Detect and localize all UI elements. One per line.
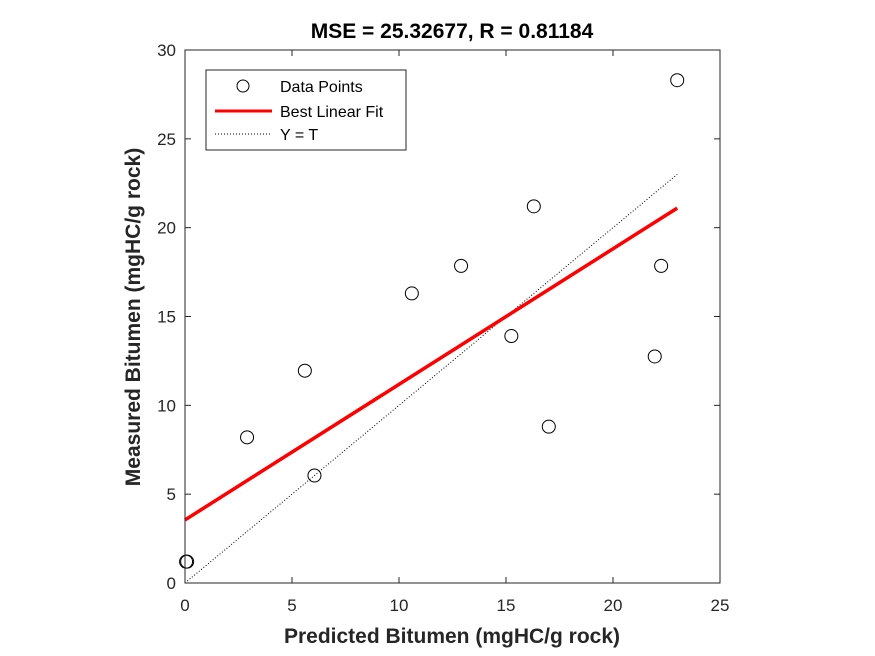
y-axis-label: Measured Bitumen (mgHC/g rock) [122, 148, 145, 486]
x-tick-label: 25 [711, 596, 730, 615]
data-points-group [179, 73, 685, 569]
x-tick-label: 0 [180, 596, 189, 615]
data-point [647, 349, 662, 364]
x-axis-ticks: 0 5 10 15 20 25 [180, 50, 729, 615]
data-point [454, 258, 469, 273]
x-tick-label: 10 [390, 596, 409, 615]
data-point [297, 363, 312, 378]
y-axis-ticks: 0 5 10 15 20 25 30 [157, 41, 720, 593]
y-tick-label: 5 [167, 485, 176, 504]
y-tick-label: 0 [167, 574, 176, 593]
x-tick-label: 20 [604, 596, 623, 615]
legend: Data Points Best Linear Fit Y = T [205, 69, 407, 151]
y-tick-label: 20 [157, 219, 176, 238]
y-tick-label: 10 [157, 396, 176, 415]
data-point [541, 419, 556, 434]
x-tick-label: 5 [287, 596, 296, 615]
y-tick-label: 15 [157, 308, 176, 327]
data-point [404, 286, 419, 301]
data-point [307, 468, 322, 483]
legend-marker-data-points [236, 79, 250, 93]
y-tick-label: 25 [157, 130, 176, 149]
data-point [654, 258, 669, 273]
data-point [240, 430, 255, 445]
legend-label-best-linear-fit: Best Linear Fit [280, 104, 384, 121]
legend-label-y-equals-t: Y = T [280, 127, 318, 144]
data-point [670, 73, 685, 88]
x-axis-label: Predicted Bitumen (mgHC/g rock) [284, 625, 620, 648]
best-linear-fit-line [184, 206, 679, 522]
fit-line-group [184, 206, 679, 522]
chart-title: MSE = 25.32677, R = 0.81184 [311, 20, 594, 43]
data-point [526, 199, 541, 214]
x-tick-label: 15 [497, 596, 516, 615]
y-tick-label: 30 [157, 41, 176, 60]
legend-label-data-points: Data Points [280, 79, 363, 96]
data-point [504, 329, 519, 344]
data-point [180, 554, 195, 569]
